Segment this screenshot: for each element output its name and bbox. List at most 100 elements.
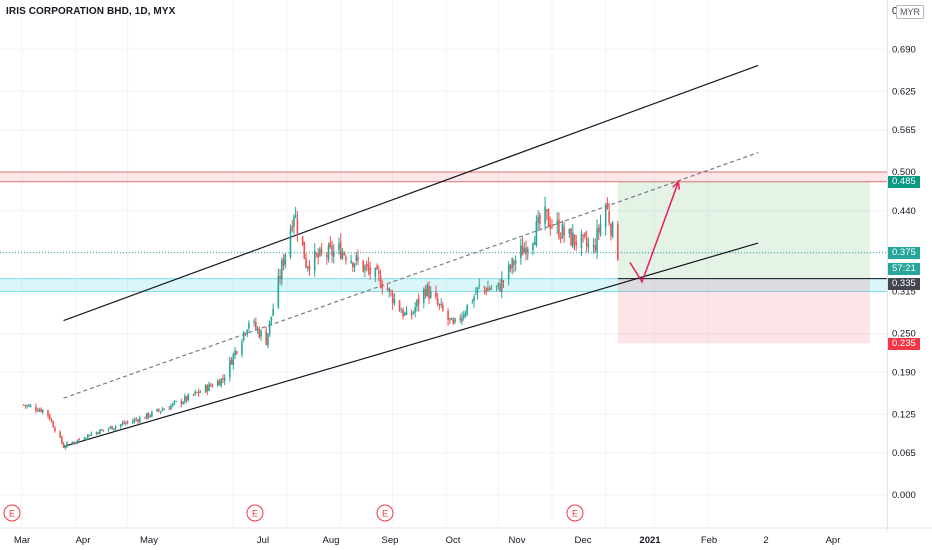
candle	[48, 413, 51, 421]
candle-body	[281, 260, 283, 280]
candle-body	[391, 292, 394, 304]
candle-body	[305, 258, 307, 268]
candle	[523, 242, 526, 254]
candle-body	[268, 320, 271, 334]
candle	[256, 326, 259, 335]
candle-body	[294, 215, 297, 218]
candle	[414, 302, 416, 318]
time-axis-label: 2	[763, 535, 768, 546]
candle-body	[144, 417, 146, 419]
candle-body	[29, 405, 32, 407]
stop-price-tag: 0.235	[888, 338, 920, 350]
candle-body	[476, 287, 479, 293]
candle-body	[173, 401, 176, 403]
candle	[74, 442, 77, 444]
price-scale-border	[887, 0, 888, 530]
candle	[597, 224, 600, 241]
candle-body	[258, 328, 261, 338]
candle	[400, 307, 403, 313]
candle-body	[95, 432, 98, 435]
candle	[488, 285, 491, 291]
candle	[279, 268, 281, 285]
candle	[230, 357, 233, 365]
candle	[563, 221, 565, 243]
candle	[268, 320, 271, 338]
candle-body	[204, 385, 207, 393]
earnings-marker[interactable]: E	[3, 504, 21, 522]
candle	[59, 430, 61, 439]
candle	[24, 404, 27, 409]
earnings-marker[interactable]: E	[376, 504, 394, 522]
time-axis-label: 2021	[639, 535, 661, 546]
candle-body	[135, 419, 138, 421]
candle-body	[317, 253, 319, 258]
candle	[303, 241, 306, 260]
price-axis-label: 0.125	[892, 409, 916, 420]
candle-body	[28, 405, 30, 407]
candle	[416, 299, 418, 312]
candle	[405, 306, 408, 316]
candle-body	[313, 250, 316, 272]
candle	[88, 434, 91, 437]
currency-button[interactable]: MYR	[896, 5, 924, 19]
candle-body	[26, 405, 28, 407]
candle	[398, 299, 401, 312]
candle	[234, 346, 236, 359]
candle-body	[102, 429, 105, 431]
candle	[83, 436, 86, 440]
candle	[218, 378, 221, 386]
candle-body	[353, 263, 356, 267]
candle	[41, 409, 44, 415]
candle-body	[575, 242, 578, 246]
candle	[604, 202, 607, 236]
candle-body	[414, 307, 416, 313]
candle-body	[478, 285, 481, 287]
candle-body	[417, 297, 420, 305]
candle	[211, 383, 214, 388]
candle-body	[109, 426, 112, 429]
candle	[617, 221, 619, 261]
candle	[135, 416, 138, 422]
candle	[424, 285, 427, 299]
candle-body	[196, 391, 198, 393]
candle	[514, 255, 517, 272]
candle-body	[112, 428, 115, 430]
candle-body	[97, 432, 100, 434]
candle	[575, 234, 578, 251]
candle-body	[594, 245, 597, 251]
candle	[388, 287, 390, 298]
earnings-marker[interactable]: E	[566, 504, 584, 522]
candle-body	[38, 409, 41, 412]
candle-body	[473, 296, 475, 302]
channel-mid-line	[63, 152, 759, 399]
earnings-marker[interactable]: E	[246, 504, 264, 522]
candle	[301, 236, 304, 247]
candle	[485, 287, 487, 296]
candle-body	[326, 254, 328, 257]
candle	[377, 265, 380, 282]
candle-body	[35, 406, 37, 411]
candle	[248, 320, 250, 332]
candle	[121, 420, 124, 427]
candle-body	[520, 245, 522, 259]
candle-body	[40, 408, 42, 412]
candle-body	[114, 426, 117, 429]
candle-body	[329, 242, 332, 248]
candle-body	[332, 250, 335, 257]
candle	[497, 282, 500, 290]
candle-body	[41, 409, 44, 413]
candle	[100, 428, 103, 431]
candle-body	[180, 400, 183, 404]
candle-body	[327, 245, 330, 260]
candle-body	[381, 285, 384, 289]
candle-body	[570, 228, 572, 246]
candle	[175, 400, 177, 403]
candle	[107, 427, 110, 432]
candle-body	[52, 421, 54, 428]
candle	[260, 329, 262, 341]
candle-body	[440, 303, 442, 306]
candle	[232, 352, 235, 370]
candle-body	[22, 404, 25, 406]
candle-body	[364, 265, 366, 271]
